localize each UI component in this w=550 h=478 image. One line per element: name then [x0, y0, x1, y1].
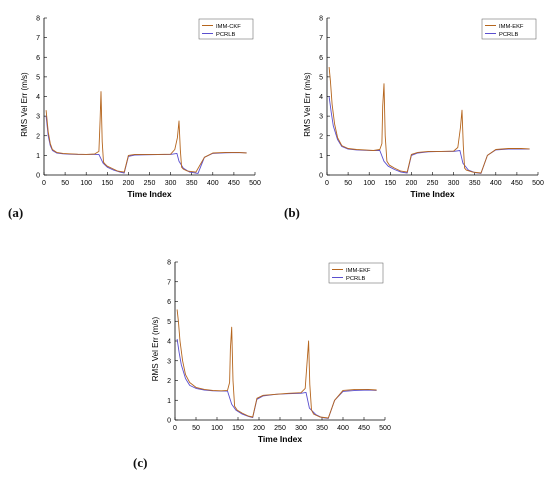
x-tick-label: 200	[406, 180, 418, 187]
series-line-imm-ckf	[45, 91, 247, 173]
x-tick-label: 300	[448, 180, 460, 187]
x-tick-label: 50	[344, 180, 352, 187]
legend-entry: IMM-EKF	[499, 24, 524, 30]
y-tick-label: 2	[167, 378, 171, 385]
x-tick-label: 0	[325, 180, 329, 187]
y-tick-label: 6	[167, 299, 171, 306]
x-tick-label: 0	[173, 425, 177, 432]
x-axis-label: Time Index	[258, 434, 303, 444]
y-tick-label: 2	[319, 133, 323, 140]
panel-label-a: (a)	[8, 205, 24, 220]
series-line-pcrlb	[176, 338, 377, 419]
chart-panel-2: 0 50 100 150 200 250 300 350 400 450 500 0 1 2 3 4 5 6 7 8 T…	[303, 16, 544, 200]
y-tick-label: 4	[36, 94, 40, 101]
x-tick-label: 300	[165, 180, 177, 187]
legend-entry: IMM-EKF	[346, 268, 371, 274]
y-tick-label: 7	[167, 279, 171, 286]
x-tick-label: 400	[490, 180, 502, 187]
x-axis-label: Time Index	[127, 189, 172, 199]
y-tick-label: 3	[36, 114, 40, 121]
y-axis-label: RMS Vel Err (m/s)	[303, 72, 312, 137]
x-tick-label: 500	[379, 425, 391, 432]
y-axis-label: RMS Vel Err (m/s)	[151, 316, 160, 381]
x-axis-label: Time Index	[410, 189, 455, 199]
x-tick-label: 450	[358, 425, 370, 432]
y-tick-label: 8	[319, 16, 323, 23]
y-tick-label: 5	[319, 74, 323, 81]
x-tick-label: 250	[274, 425, 286, 432]
y-tick-label: 3	[167, 358, 171, 365]
legend: IMM-EKF PCRLB	[328, 262, 384, 284]
y-tick-label: 7	[319, 35, 323, 42]
y-tick-label: 7	[36, 35, 40, 42]
x-tick-label: 350	[316, 425, 328, 432]
legend-entry: IMM-CKF	[216, 24, 241, 30]
panel-label-b: (b)	[284, 205, 300, 220]
legend-entry: PCRLB	[346, 276, 365, 282]
x-tick-label: 500	[249, 180, 261, 187]
x-tick-label: 400	[337, 425, 349, 432]
x-tick-label: 0	[42, 180, 46, 187]
x-tick-label: 250	[427, 180, 439, 187]
y-tick-label: 1	[36, 153, 40, 160]
x-tick-label: 300	[295, 425, 307, 432]
x-tick-label: 250	[144, 180, 156, 187]
x-tick-label: 500	[532, 180, 544, 187]
x-tick-label: 100	[80, 180, 92, 187]
x-tick-label: 450	[228, 180, 240, 187]
x-tick-label: 100	[363, 180, 375, 187]
y-tick-label: 4	[167, 339, 171, 346]
x-tick-label: 50	[192, 425, 200, 432]
panel-label-c: (c)	[133, 455, 148, 470]
x-tick-label: 350	[469, 180, 481, 187]
x-tick-label: 400	[207, 180, 219, 187]
x-tick-label: 350	[186, 180, 198, 187]
x-tick-label: 150	[232, 425, 244, 432]
series-line-imm-ekf	[176, 309, 377, 419]
x-tick-label: 100	[211, 425, 223, 432]
y-tick-label: 1	[319, 153, 323, 160]
y-tick-label: 5	[167, 319, 171, 326]
y-tick-label: 8	[36, 16, 40, 23]
y-tick-label: 6	[319, 55, 323, 62]
y-tick-label: 4	[319, 94, 323, 101]
y-axis-label: RMS Vel Err (m/s)	[20, 72, 29, 137]
legend-entry: PCRLB	[216, 32, 235, 38]
y-tick-label: 1	[167, 398, 171, 405]
x-tick-label: 200	[123, 180, 135, 187]
x-tick-label: 150	[101, 180, 113, 187]
y-tick-label: 0	[167, 418, 171, 425]
y-tick-label: 0	[319, 173, 323, 180]
y-tick-label: 2	[36, 133, 40, 140]
series-line-pcrlb	[45, 116, 247, 174]
legend-entry: PCRLB	[499, 32, 518, 38]
y-tick-label: 6	[36, 55, 40, 62]
x-tick-label: 450	[511, 180, 523, 187]
x-tick-label: 200	[253, 425, 265, 432]
y-tick-label: 0	[36, 173, 40, 180]
chart-panel-3: 0 50 100 150 200 250 300 350 400 450 500 0 1 2 3 4 5 6 7 8 T…	[151, 260, 391, 445]
series-line-imm-ekf	[328, 67, 530, 174]
legend: IMM-EKF PCRLB	[481, 18, 537, 40]
y-tick-label: 3	[319, 114, 323, 121]
chart-panel-1: 0 50 100 150 200 250 300 350 400 450 500 0 1 2 3 4 5 6 7 8 T…	[20, 16, 261, 200]
y-tick-label: 5	[36, 74, 40, 81]
x-tick-label: 150	[384, 180, 396, 187]
x-tick-label: 50	[61, 180, 69, 187]
series-line-pcrlb	[328, 96, 530, 174]
legend: IMM-CKF PCRLB	[198, 18, 254, 40]
y-tick-label: 8	[167, 260, 171, 267]
